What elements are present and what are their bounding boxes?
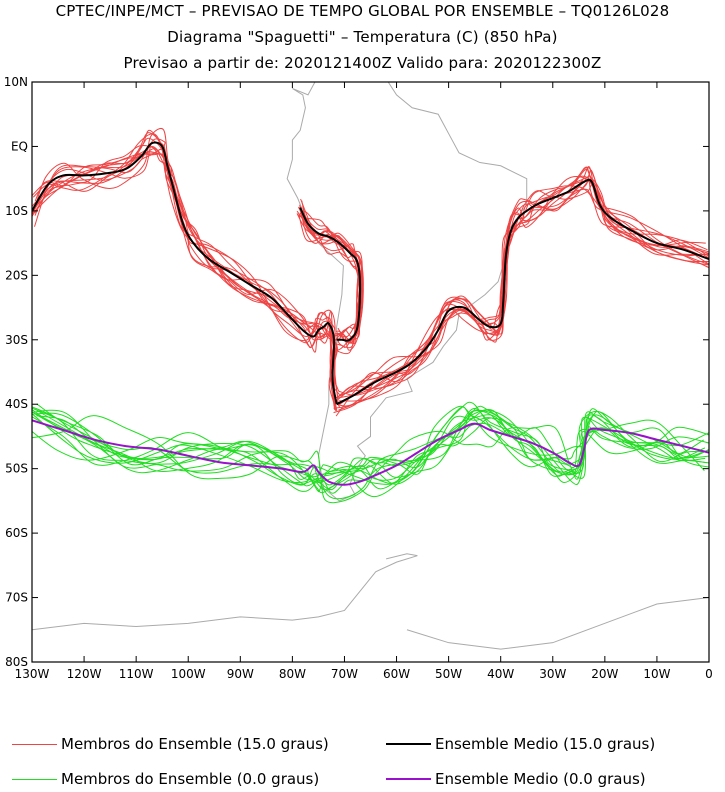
member-15-line-11-2 (338, 178, 709, 397)
x-tick-label-0: 130W (15, 667, 50, 681)
member-15-line-9-0 (32, 129, 337, 412)
coastline-2 (32, 553, 418, 631)
x-tick-label-7: 60W (383, 667, 410, 681)
y-tick-label-5: 40S (5, 397, 28, 411)
y-tick-label-1: EQ (11, 139, 28, 153)
member-15-line-1-0 (34, 145, 339, 399)
x-tick-label-8: 50W (435, 667, 462, 681)
coastline-0 (286, 82, 528, 502)
x-tick-label-12: 10W (643, 667, 670, 681)
x-tick-label-10: 30W (539, 667, 566, 681)
mean-line-2 (336, 178, 709, 406)
member-0-line-12-3 (36, 415, 709, 500)
spaghetti-chart: 130W 120W 110W 100W 90W 80W 70W 60W 50W 40W 30W 20W… (4, 75, 713, 681)
legend-label-members-15: Membros do Ensemble (15.0 graus) (61, 735, 329, 753)
coastline-3 (406, 597, 709, 650)
x-tick-label-13: 0 (705, 667, 713, 681)
x-tick-label-4: 90W (227, 667, 254, 681)
legend-swatch-members-15 (12, 743, 57, 745)
y-tick-label-6: 50S (5, 462, 28, 476)
chart-title-line-1: CPTEC/INPE/MCT – PREVISAO DE TEMPO GLOBA… (55, 2, 670, 20)
legend-label-members-0: Membros do Ensemble (0.0 graus) (61, 770, 320, 788)
member-15-line-12-0 (32, 153, 340, 396)
member-15-line-5-2 (339, 166, 706, 402)
mean-line-0 (32, 141, 338, 405)
y-tick-label-2: 10S (5, 204, 28, 218)
member-15-line-9-1 (302, 206, 360, 343)
plot-area (32, 82, 709, 650)
legend-item-members-15: Membros do Ensemble (15.0 graus) (12, 735, 329, 753)
mean-line-3 (32, 419, 709, 486)
x-tick-label-1: 120W (67, 667, 102, 681)
x-tick-label-2: 110W (119, 667, 154, 681)
member-15-line-12-2 (339, 166, 709, 397)
legend-swatch-mean-15 (386, 743, 431, 745)
legend-label-mean-15: Ensemble Medio (15.0 graus) (435, 735, 656, 753)
member-15-line-7-0 (34, 127, 338, 412)
coastline-1 (275, 82, 277, 83)
member-15-line-13-0 (32, 133, 341, 409)
member-15-line-0-0 (32, 141, 336, 411)
x-tick-label-5: 80W (279, 667, 306, 681)
chart-title-line-3: Previsao a partir de: 2020121400Z Valido… (123, 54, 602, 72)
member-0-line-10-3 (32, 407, 707, 486)
member-15-line-10-0 (34, 148, 340, 392)
chart-title-line-2: Diagrama "Spaguetti" – Temperatura (C) (… (167, 28, 558, 46)
member-15-line-4-2 (334, 169, 709, 399)
x-tick-label-9: 40W (487, 667, 514, 681)
member-0-line-6-3 (32, 410, 706, 493)
x-tick-label-11: 20W (591, 667, 618, 681)
legend-swatch-members-0 (12, 778, 57, 780)
legend-item-mean-0: Ensemble Medio (0.0 graus) (386, 770, 646, 788)
y-tick-label-8: 70S (5, 591, 28, 605)
y-tick-label-9: 80S (5, 655, 28, 669)
legend-item-mean-15: Ensemble Medio (15.0 graus) (386, 735, 655, 753)
legend-swatch-mean-0 (386, 778, 431, 780)
y-tick-label-4: 30S (5, 333, 28, 347)
member-15-line-6-0 (32, 138, 339, 404)
mean-line-1 (299, 207, 362, 342)
member-15-line-9-2 (335, 188, 709, 417)
y-tick-label-7: 60S (5, 526, 28, 540)
x-tick-label-3: 100W (171, 667, 206, 681)
y-tick-label-0: 10N (4, 75, 28, 89)
member-15-line-11-0 (34, 148, 336, 394)
y-tick-label-3: 20S (5, 268, 28, 282)
legend-item-members-0: Membros do Ensemble (0.0 graus) (12, 770, 319, 788)
member-15-line-8-2 (339, 168, 709, 397)
member-15-line-13-1 (300, 198, 363, 348)
legend-label-mean-0: Ensemble Medio (0.0 graus) (435, 770, 646, 788)
member-0-line-13-3 (36, 403, 709, 494)
plot-frame (31, 81, 710, 663)
x-tick-label-6: 70W (331, 667, 358, 681)
member-15-line-5-1 (302, 210, 360, 341)
member-0-line-5-3 (32, 408, 704, 484)
